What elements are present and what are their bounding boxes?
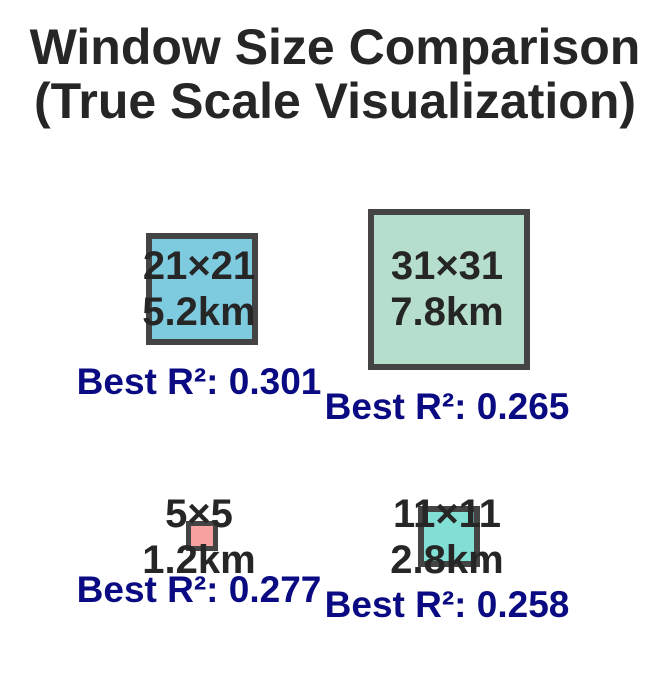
window-size-label: 21×21 xyxy=(142,244,256,288)
window-box-11x11 xyxy=(418,506,480,567)
best-r2-5x5: Best R²: 0.277 xyxy=(76,569,322,610)
best-r2-11x11: Best R²: 0.258 xyxy=(324,584,570,625)
window-distance-label: 1.2km xyxy=(142,538,256,582)
best-r2-31x31: Best R²: 0.265 xyxy=(324,386,570,427)
title-line-2: (True Scale Visualization) xyxy=(33,73,637,129)
window-size-label: 5×5 xyxy=(165,492,233,536)
window-distance-label: 2.8km xyxy=(390,538,504,582)
best-r2-21x21: Best R²: 0.301 xyxy=(76,361,322,402)
window-box-5x5 xyxy=(186,521,218,551)
window-size-label: 11×11 xyxy=(393,492,501,536)
title-line-1: Window Size Comparison xyxy=(29,19,641,75)
window-label-11x11: 11×11 2.8km xyxy=(317,491,577,583)
window-distance-label: 5.2km xyxy=(142,290,256,334)
window-label-21x21: 21×21 5.2km xyxy=(69,243,329,335)
window-distance-label: 7.8km xyxy=(390,290,504,334)
window-label-5x5: 5×5 1.2km xyxy=(69,491,329,583)
window-size-label: 31×31 xyxy=(390,244,504,288)
window-box-21x21 xyxy=(146,233,258,345)
window-label-31x31: 31×31 7.8km xyxy=(317,243,577,335)
diagram-title: Window Size Comparison (True Scale Visua… xyxy=(0,20,670,128)
window-box-31x31 xyxy=(368,209,530,370)
